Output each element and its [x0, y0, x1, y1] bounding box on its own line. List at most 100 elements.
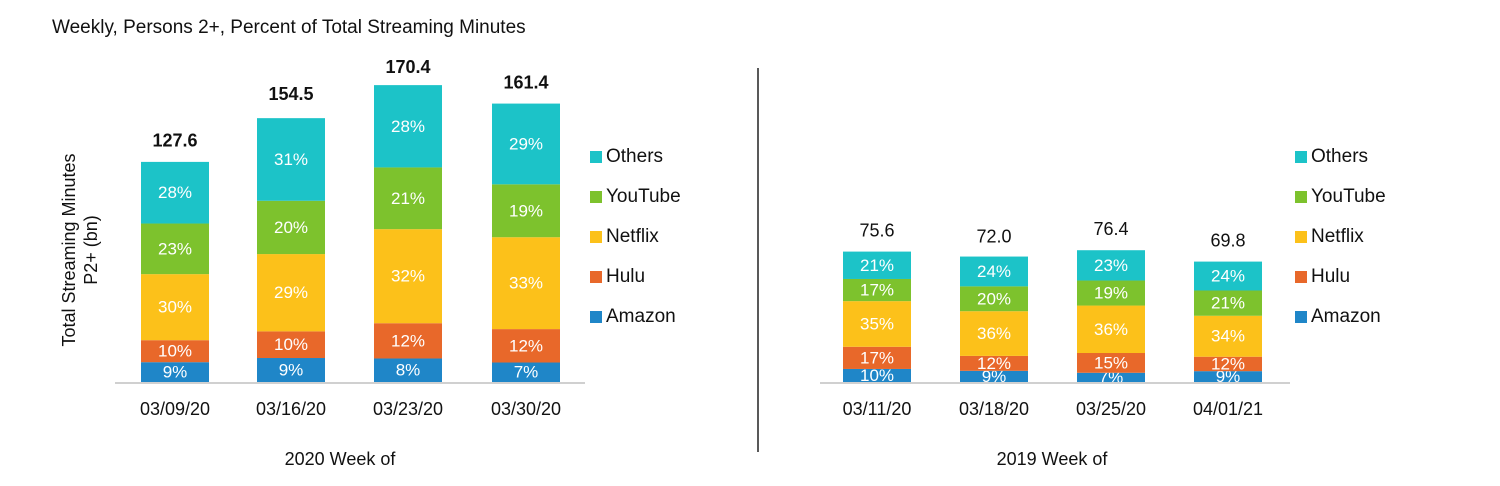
- x-tick-label: 03/25/20: [1076, 399, 1146, 419]
- bar-segment: [960, 355, 1028, 371]
- x-tick-label: 03/23/20: [373, 399, 443, 419]
- x-axis-label: 2019 Week of: [997, 449, 1109, 469]
- legend-label: Netflix: [1311, 226, 1364, 247]
- segment-label: 9%: [982, 367, 1007, 386]
- legend-label: Hulu: [606, 266, 645, 287]
- segment-label: 21%: [1211, 294, 1245, 313]
- bar-segment: [374, 167, 442, 230]
- bar-segment: [257, 200, 325, 255]
- legend-label: Amazon: [606, 306, 676, 327]
- bar-segment: [960, 256, 1028, 287]
- segment-label: 23%: [1094, 256, 1128, 275]
- legend-label: Others: [1311, 146, 1368, 167]
- legend-swatch: [590, 231, 602, 243]
- segment-label: 10%: [158, 342, 192, 361]
- bar-segment: [1077, 372, 1145, 382]
- total-label: 69.8: [1210, 230, 1245, 250]
- total-label: 170.4: [385, 57, 430, 77]
- legend-swatch: [1295, 151, 1307, 163]
- segment-label: 7%: [514, 363, 539, 382]
- bar-segment: [492, 362, 560, 382]
- x-axis-label: 2020 Week of: [285, 449, 397, 469]
- bar-segment: [492, 329, 560, 363]
- segment-label: 21%: [860, 256, 894, 275]
- segment-label: 12%: [1211, 354, 1245, 373]
- segment-label: 17%: [860, 281, 894, 300]
- bar-segment: [141, 362, 209, 382]
- segment-label: 9%: [163, 363, 188, 382]
- bar-segment: [141, 223, 209, 275]
- segment-label: 23%: [158, 239, 192, 258]
- total-label: 161.4: [503, 72, 548, 92]
- bar-segment: [257, 358, 325, 382]
- segment-label: 12%: [391, 331, 425, 350]
- segment-label: 24%: [977, 262, 1011, 281]
- segment-label: 8%: [396, 361, 421, 380]
- bar-segment: [843, 368, 911, 382]
- legend-swatch: [590, 271, 602, 283]
- segment-label: 30%: [158, 298, 192, 317]
- y-axis-label: Total Streaming Minutes: [59, 153, 79, 346]
- bar-segment: [492, 184, 560, 238]
- bar-segment: [1077, 250, 1145, 281]
- bar-segment: [492, 103, 560, 185]
- segment-label: 28%: [158, 183, 192, 202]
- segment-label: 20%: [977, 289, 1011, 308]
- segment-label: 12%: [509, 336, 543, 355]
- segment-label: 20%: [274, 218, 308, 237]
- segment-label: 9%: [279, 360, 304, 379]
- bar-segment: [1194, 371, 1262, 382]
- bar-segment: [960, 286, 1028, 312]
- legend-label: Hulu: [1311, 266, 1350, 287]
- segment-label: 10%: [274, 335, 308, 354]
- segment-label: 28%: [391, 117, 425, 136]
- bar-segment: [141, 340, 209, 363]
- total-label: 154.5: [268, 84, 313, 104]
- legend-label: Netflix: [606, 226, 659, 247]
- segment-label: 10%: [860, 366, 894, 385]
- bar-segment: [1077, 353, 1145, 373]
- legend-swatch: [1295, 191, 1307, 203]
- bar-segment: [492, 237, 560, 330]
- segment-label: 17%: [860, 348, 894, 367]
- bar-segment: [1077, 280, 1145, 306]
- bar-segment: [374, 323, 442, 359]
- segment-label: 19%: [1094, 284, 1128, 303]
- segment-label: 32%: [391, 267, 425, 286]
- segment-label: 9%: [1216, 367, 1241, 386]
- segment-label: 21%: [391, 189, 425, 208]
- legend-label: Amazon: [1311, 306, 1381, 327]
- legend-swatch: [590, 191, 602, 203]
- segment-label: 12%: [977, 354, 1011, 373]
- legend-label: YouTube: [1311, 186, 1386, 207]
- bar-segment: [843, 301, 911, 347]
- bar-segment: [257, 118, 325, 201]
- bar-segment: [843, 251, 911, 279]
- segment-label: 29%: [509, 134, 543, 153]
- bar-segment: [141, 161, 209, 224]
- segment-label: 36%: [1094, 320, 1128, 339]
- segment-label: 29%: [274, 283, 308, 302]
- total-label: 127.6: [152, 131, 197, 151]
- bar-segment: [257, 254, 325, 332]
- legend-label: YouTube: [606, 186, 681, 207]
- bar-segment: [843, 278, 911, 302]
- legend-swatch: [1295, 231, 1307, 243]
- bar-segment: [374, 358, 442, 382]
- x-tick-label: 03/11/20: [843, 399, 912, 419]
- x-tick-label: 03/18/20: [959, 399, 1029, 419]
- chart-title: Weekly, Persons 2+, Percent of Total Str…: [52, 17, 526, 38]
- legend-label: Others: [606, 146, 663, 167]
- total-label: 75.6: [859, 220, 894, 240]
- y-axis-label: P2+ (bn): [81, 215, 101, 285]
- bar-segment: [1194, 356, 1262, 372]
- bar-segment: [141, 274, 209, 341]
- segment-label: 33%: [509, 274, 543, 293]
- total-label: 76.4: [1093, 219, 1128, 239]
- segment-label: 35%: [860, 314, 894, 333]
- legend-swatch: [1295, 271, 1307, 283]
- bar-segment: [257, 331, 325, 359]
- legend-swatch: [590, 311, 602, 323]
- segment-label: 24%: [1211, 267, 1245, 286]
